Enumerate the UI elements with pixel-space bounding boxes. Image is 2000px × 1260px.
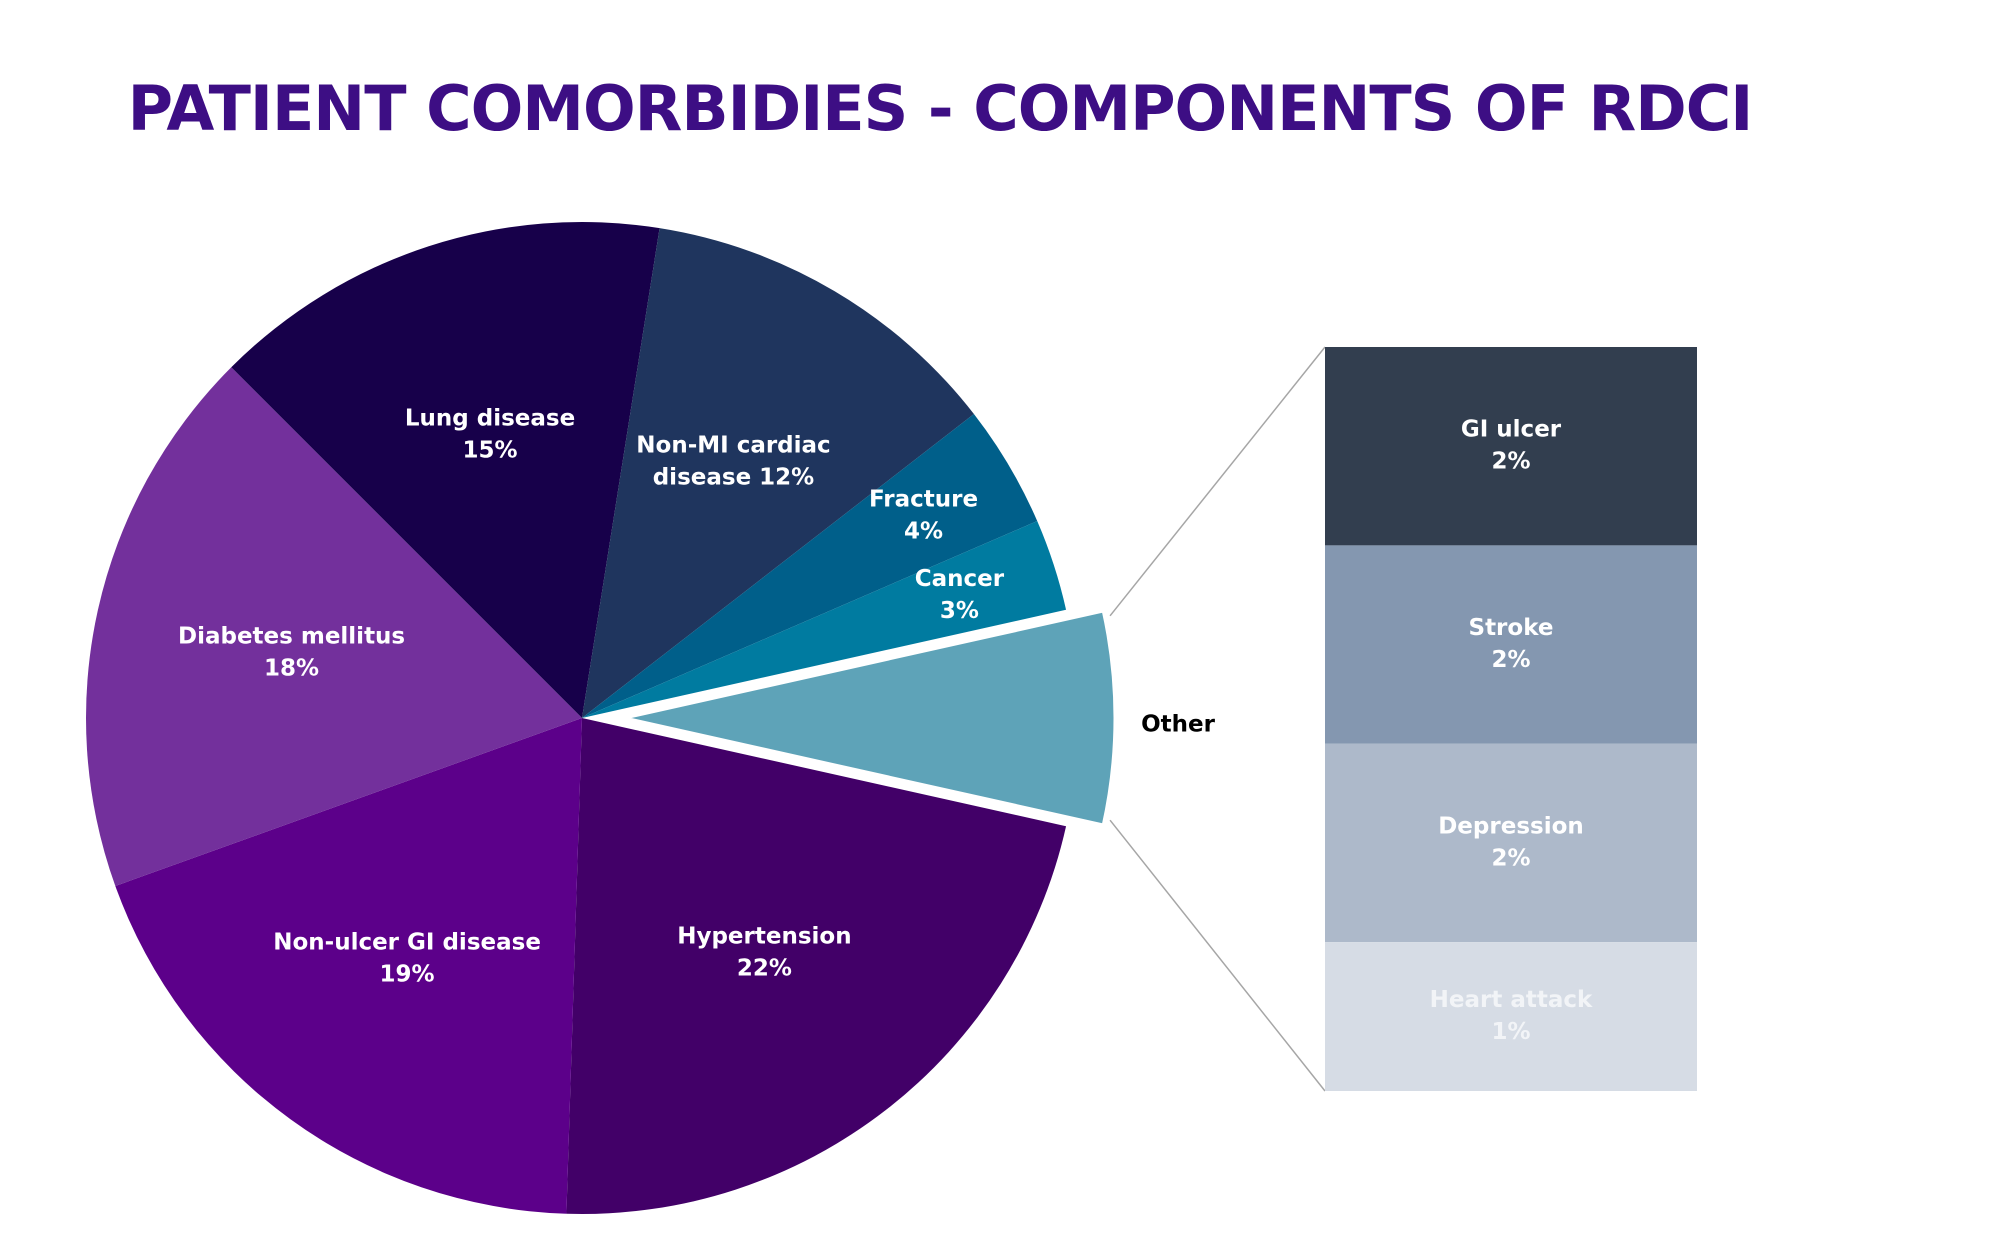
pie-slice-non-mi-cardiac-disease (582, 228, 974, 719)
bar-segment-heart-attack (1325, 942, 1697, 1091)
chart-title: PATIENT COMORBIDIES - COMPONENTS OF RDCI (127, 72, 1754, 145)
slice-label-fracture: Fracture 4% (869, 487, 978, 545)
bar-label-stroke: Stroke 2% (1469, 615, 1554, 673)
pie-slice-lung-disease (231, 221, 660, 718)
slice-label-hypertension: Hypertension 22% (677, 924, 851, 982)
bar-label-heart-attack: Heart attack 1% (1430, 987, 1593, 1045)
bar-segment-gi-ulcer (1325, 347, 1697, 546)
connector-line-bottom (1109, 819, 1326, 1092)
pie-slice-cancer (582, 521, 1067, 718)
bar-segment-depression (1325, 743, 1697, 943)
slice-label-diabetes-mellitus: Diabetes mellitus 18% (178, 624, 405, 682)
slice-label-non-mi-cardiac-disease: Non-MI cardiac disease 12% (636, 432, 830, 490)
slice-label-lung-disease: Lung disease 15% (405, 405, 575, 463)
bar-label-gi-ulcer: GI ulcer 2% (1461, 417, 1562, 475)
slice-label-non-ulcer-gi-disease: Non-ulcer GI disease 19% (273, 929, 541, 987)
bar-label-depression: Depression 2% (1438, 814, 1584, 872)
pie-slice-diabetes-mellitus (85, 367, 582, 887)
pie-slice-non-ulcer-gi-disease (115, 718, 583, 1214)
pie-slice-other (617, 607, 1119, 829)
connector-line-top (1109, 346, 1326, 617)
pie-slice-hypertension (566, 718, 1067, 1214)
pie-slice-fracture (582, 413, 1038, 718)
bar-segment-stroke (1325, 545, 1697, 744)
other-label: Other (1141, 712, 1216, 738)
slice-label-cancer: Cancer 3% (915, 566, 1005, 624)
